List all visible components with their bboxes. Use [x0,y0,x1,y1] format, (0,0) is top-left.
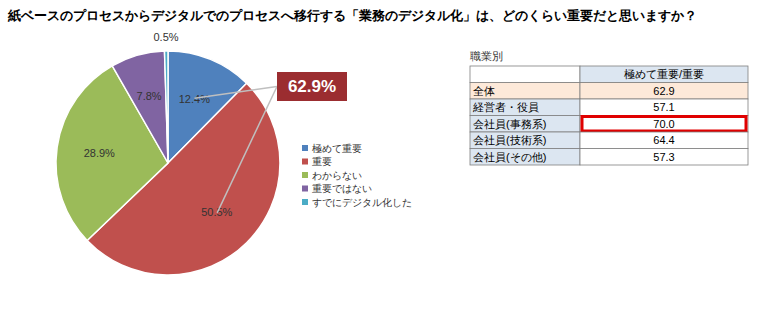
table-cell [470,149,580,166]
callout-line [217,87,277,213]
table-row-label: 会社員(事務系) [473,118,546,130]
data-label: 0.5% [153,31,178,43]
table-cell [580,99,748,116]
table-value: 57.1 [653,101,674,113]
table-value: 57.3 [653,151,674,163]
table-cell [470,66,580,83]
legend-swatch [302,172,308,178]
legend-swatch [302,199,308,205]
legend-label: 重要ではない [312,183,372,194]
legend-label: 極めて重要 [312,143,362,154]
table-row-label: 会社員(その他) [473,151,546,163]
table-value: 64.4 [653,134,674,146]
table-row-label: 会社員(技術系) [473,134,546,146]
legend-label: 重要 [312,156,332,167]
annotation: 62.9% [288,77,336,96]
table-header: 極めて重要/重要 [624,68,704,80]
legend: 極めて重要重要わからない重要ではないすでにデジタル化した [302,143,412,208]
callout-line [195,87,277,99]
legend-label: わからない [312,170,362,181]
pie: 12.4%50.5%28.9%7.8%0.5% [56,31,280,275]
table-caption: 職業別 [470,50,503,62]
table-header-cell [580,66,748,83]
legend-swatch [302,145,308,151]
data-label: 7.8% [137,90,162,102]
data-label: 28.9% [84,147,115,159]
pie-slice [56,66,168,241]
table-cell [580,116,748,133]
legend-swatch [302,159,308,165]
callout-box [277,72,347,101]
table-cell [580,132,748,149]
table-value: 62.9 [653,85,674,97]
legend-swatch [302,186,308,192]
table-cell [470,132,580,149]
table: 極めて重要/重要全体 62.9 経営者・役員 57.1 会社員(事務系) 70.0 会社員(… [470,66,748,165]
table-cell [470,83,580,100]
pie-slice [112,51,168,163]
table-value: 70.0 [653,118,674,130]
pie-slice [164,51,168,163]
title: 紙ベースのプロセスからデジタルでのプロセスへ移行する「業務のデジタル化」は、どの… [7,8,697,23]
data-label: 12.4% [179,93,210,105]
table-row-label: 全体 [473,85,495,97]
table-cell [580,83,748,100]
table-cell [580,149,748,166]
table-row-label: 経営者・役員 [472,101,539,113]
table-cell [470,116,580,133]
table-cell [470,99,580,116]
highlight-box [582,117,746,132]
canvas: 紙ベースのプロセスからデジタルでのプロセスへ移行する「業務のデジタル化」は、どの… [0,0,760,322]
legend-label: すでにデジタル化した [312,197,412,208]
